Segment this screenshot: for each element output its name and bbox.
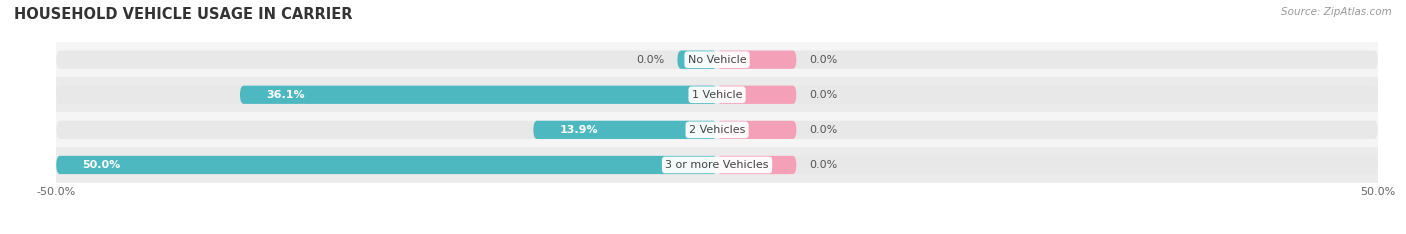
Text: HOUSEHOLD VEHICLE USAGE IN CARRIER: HOUSEHOLD VEHICLE USAGE IN CARRIER (14, 7, 353, 22)
FancyBboxPatch shape (56, 51, 1378, 69)
Text: Source: ZipAtlas.com: Source: ZipAtlas.com (1281, 7, 1392, 17)
Text: 0.0%: 0.0% (636, 55, 664, 65)
FancyBboxPatch shape (56, 156, 717, 174)
Text: 3 or more Vehicles: 3 or more Vehicles (665, 160, 769, 170)
Text: 2 Vehicles: 2 Vehicles (689, 125, 745, 135)
Text: 50.0%: 50.0% (83, 160, 121, 170)
Text: 36.1%: 36.1% (266, 90, 305, 100)
FancyBboxPatch shape (717, 86, 796, 104)
FancyBboxPatch shape (717, 156, 796, 174)
Text: 0.0%: 0.0% (810, 125, 838, 135)
FancyBboxPatch shape (533, 121, 717, 139)
Text: No Vehicle: No Vehicle (688, 55, 747, 65)
FancyBboxPatch shape (56, 156, 1378, 174)
Text: 13.9%: 13.9% (560, 125, 599, 135)
FancyBboxPatch shape (56, 112, 1378, 147)
FancyBboxPatch shape (56, 86, 1378, 104)
FancyBboxPatch shape (717, 121, 796, 139)
Text: 1 Vehicle: 1 Vehicle (692, 90, 742, 100)
FancyBboxPatch shape (56, 147, 1378, 183)
FancyBboxPatch shape (240, 86, 717, 104)
FancyBboxPatch shape (56, 77, 1378, 112)
Text: 0.0%: 0.0% (810, 55, 838, 65)
FancyBboxPatch shape (678, 51, 717, 69)
Text: 0.0%: 0.0% (810, 90, 838, 100)
FancyBboxPatch shape (56, 121, 1378, 139)
FancyBboxPatch shape (717, 51, 796, 69)
FancyBboxPatch shape (56, 42, 1378, 77)
Text: 0.0%: 0.0% (810, 160, 838, 170)
